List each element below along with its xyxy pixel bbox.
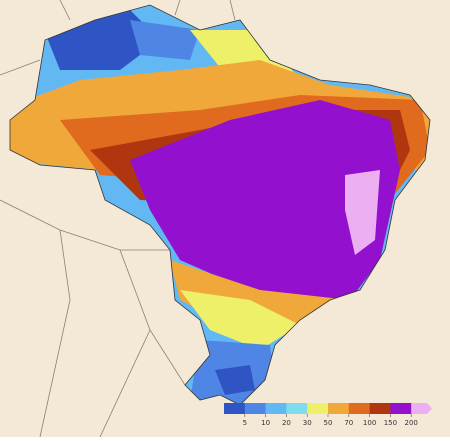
colorbar-tick-label: 70 [344, 419, 353, 427]
colorbar-segment [411, 403, 432, 414]
colorbar-segment [224, 403, 246, 414]
colorbar-tick-label: 200 [405, 419, 418, 427]
colorbar-segment [369, 403, 391, 414]
colorbar-segment [244, 403, 266, 414]
colorbar-segment [348, 403, 370, 414]
colorbar-tick-label: 100 [363, 419, 376, 427]
colorbar-tick-label: 5 [243, 419, 247, 427]
brazil-outline [9, 4, 431, 406]
colorbar-tick-label: 30 [303, 419, 312, 427]
colorbar-segment [265, 403, 287, 414]
colorbar-tick-label: 20 [282, 419, 291, 427]
colorbar-tick-label: 150 [384, 419, 397, 427]
colorbar-segment [328, 403, 350, 414]
country-borders [0, 0, 236, 438]
colorbar-segment [286, 403, 308, 414]
colorbar-tick-label: 10 [261, 419, 270, 427]
colorbar: 5 10 20 30 50 70 100 150 200 [224, 403, 432, 427]
colorbar-segment [307, 403, 329, 414]
colorbar-tick-label: 50 [324, 419, 333, 427]
colorbar-segment [390, 403, 412, 414]
